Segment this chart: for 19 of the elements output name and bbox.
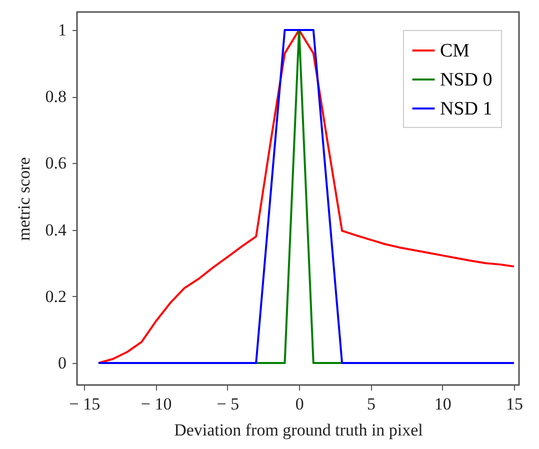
x-tick-label: 5 — [366, 394, 376, 414]
y-tick-label: 0.6 — [45, 154, 66, 173]
legend-label: NSD 0 — [440, 70, 492, 90]
legend-label: CM — [440, 40, 470, 62]
x-tick-label: − 15 — [69, 394, 100, 414]
x-tick-label: − 5 — [216, 394, 240, 414]
line-series — [97, 28, 515, 364]
x-tick-label: − 10 — [140, 394, 172, 414]
x-tick-label: 10 — [434, 394, 452, 414]
x-tick-label: 0 — [295, 394, 304, 414]
legend-label: NSD 1 — [440, 98, 492, 120]
y-tick-label: 0.2 — [45, 286, 66, 306]
y-axis-title: metric score — [14, 157, 34, 241]
x-tick-label: 15 — [506, 394, 523, 414]
y-tick-label: 1 — [58, 20, 66, 40]
y-tick-label: 0 — [58, 354, 66, 373]
x-axis-title: Deviation from ground truth in pixel — [174, 420, 424, 440]
y-tick-label: 0.4 — [45, 220, 67, 240]
y-tick-label: 0.8 — [45, 87, 66, 106]
